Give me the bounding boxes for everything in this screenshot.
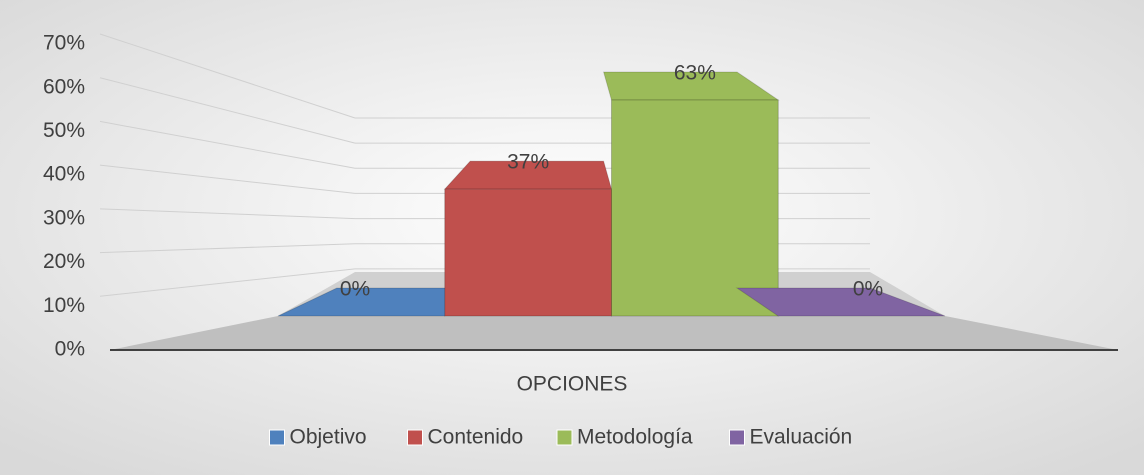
- legend-label: Objetivo: [290, 426, 367, 449]
- legend-swatch: [269, 429, 285, 446]
- floor: [110, 316, 1118, 350]
- legend-swatch: [729, 429, 745, 446]
- grid-side: [99, 164, 356, 194]
- grid-side: [99, 120, 356, 169]
- bar: [443, 160, 613, 317]
- legend-swatch: [407, 429, 423, 446]
- bar-front: [611, 99, 779, 317]
- data-label: 37%: [507, 151, 549, 174]
- y-tick-label: 40%: [43, 163, 85, 186]
- data-label: 0%: [340, 278, 370, 301]
- legend-label: Metodología: [577, 426, 693, 449]
- data-label: 63%: [674, 62, 716, 85]
- grid-side: [99, 243, 356, 254]
- grid-side: [99, 268, 356, 297]
- y-tick-label: 30%: [43, 206, 85, 229]
- grid-side: [99, 33, 356, 119]
- y-tick-label: 60%: [43, 75, 85, 98]
- legend-label: Evaluación: [750, 426, 853, 449]
- y-tick-label: 20%: [43, 250, 85, 273]
- x-axis-title: OPCIONES: [517, 373, 628, 396]
- y-tick-label: 50%: [43, 119, 85, 142]
- y-tick-label: 10%: [43, 294, 85, 317]
- bar-top: [735, 287, 946, 317]
- legend-swatch: [556, 429, 573, 446]
- legend-label: Contenido: [428, 426, 524, 449]
- data-label: 0%: [853, 278, 883, 301]
- bar: [735, 287, 946, 317]
- grid-side: [99, 77, 356, 144]
- y-tick-label: 0%: [55, 338, 85, 361]
- bar: [602, 71, 780, 317]
- y-tick-label: 70%: [43, 32, 85, 55]
- bar-front: [444, 188, 612, 317]
- grid-side: [99, 208, 356, 220]
